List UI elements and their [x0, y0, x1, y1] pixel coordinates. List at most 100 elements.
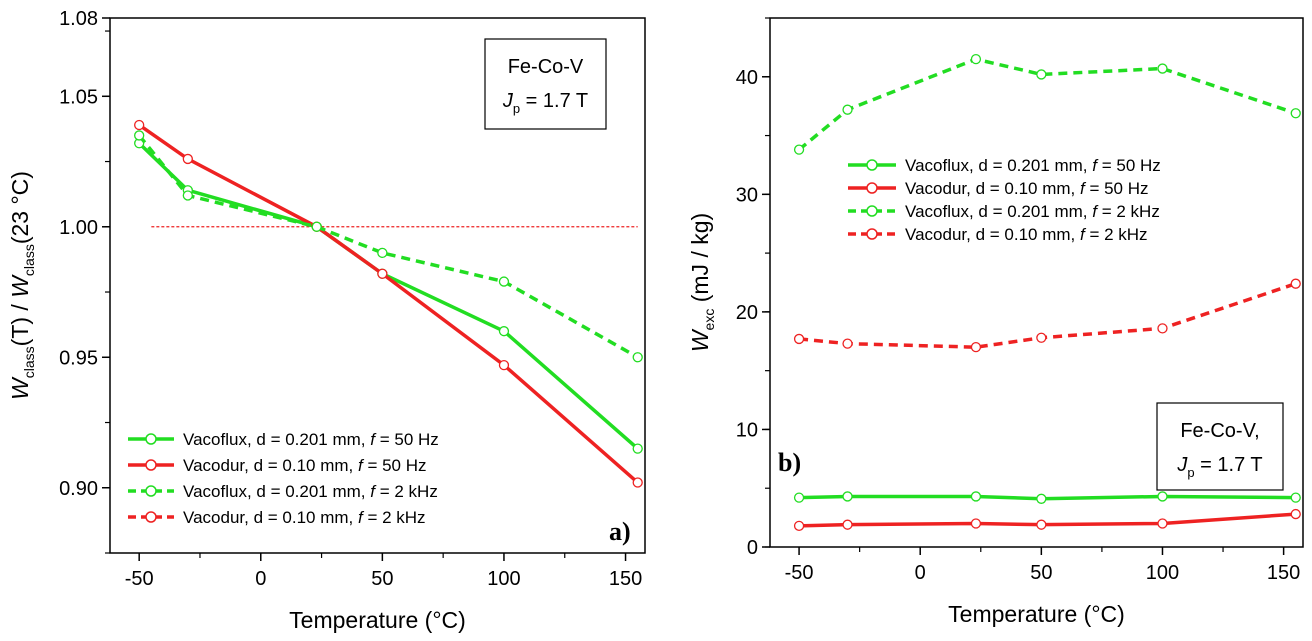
- data-point: [498, 359, 510, 371]
- annotation-line-2: Jp = 1.7 T: [502, 90, 588, 116]
- y-axis-title: Wclass(T) / Wclass(23 °C): [7, 171, 37, 400]
- legend-marker: [866, 182, 878, 194]
- x-tick-label: 150: [609, 568, 642, 590]
- legend-text-part: = 50 Hz: [363, 456, 427, 475]
- legend-text-part: = 2 kHz: [363, 508, 426, 527]
- legend-text-part: Vacoflux, d = 0.201 mm,: [905, 202, 1092, 221]
- series-line: [137, 134, 639, 359]
- series-4: [793, 278, 1301, 353]
- annotation-symbol: J: [1176, 454, 1188, 476]
- legend-label: Vacoflux, d = 0.201 mm, f = 50 Hz: [905, 156, 1161, 175]
- legend-marker: [145, 433, 157, 445]
- y-tick-label: 40: [736, 67, 758, 89]
- legend-text-part: Vacoflux, d = 0.201 mm,: [183, 482, 370, 501]
- data-point: [134, 119, 145, 131]
- data-point: [1036, 519, 1047, 530]
- y-tick-label: 1.00: [59, 217, 98, 239]
- legend-text-part: Vacodur, d = 0.10 mm,: [183, 456, 358, 475]
- legend-symbol: f: [1092, 202, 1099, 221]
- x-tick-label: 0: [915, 562, 926, 584]
- y-axis-title: Wexc (mJ / kg): [687, 213, 717, 352]
- y-tick-label: 20: [736, 302, 758, 324]
- series-line: [799, 494, 1296, 501]
- data-point: [970, 53, 982, 65]
- data-point: [793, 520, 805, 531]
- y-tick-label: 0.95: [59, 347, 98, 369]
- legend-marker: [145, 485, 157, 497]
- series-line: [138, 123, 639, 484]
- data-point: [632, 443, 643, 454]
- data-point: [377, 247, 388, 259]
- legend-symbol: f: [1080, 179, 1087, 198]
- legend-marker: [866, 228, 878, 240]
- data-point: [182, 153, 193, 165]
- x-tick-label: 100: [1146, 562, 1179, 584]
- legend-symbol: f: [1092, 156, 1099, 175]
- annotation-subscript: p: [513, 101, 520, 116]
- data-point: [1036, 69, 1047, 80]
- annotation-subscript: p: [1187, 465, 1194, 480]
- annotation-text: = 1.7 T: [520, 90, 588, 112]
- data-point: [842, 104, 853, 115]
- series-line: [797, 57, 1297, 152]
- annotation-box: [484, 38, 607, 130]
- annotation-box: [1156, 402, 1284, 491]
- x-tick-label: 0: [255, 568, 266, 590]
- data-point: [182, 190, 193, 201]
- x-tick-label: -50: [125, 568, 154, 590]
- data-point: [970, 491, 982, 502]
- legend-label: Vacodur, d = 0.10 mm, f = 2 kHz: [905, 225, 1148, 244]
- data-point: [1290, 508, 1301, 520]
- legend-symbol: f: [1080, 225, 1087, 244]
- legend-text-part: = 2 kHz: [375, 482, 438, 501]
- series-line: [137, 142, 639, 450]
- x-tick-label: 100: [487, 568, 520, 590]
- legend-text-part: = 2 kHz: [1085, 225, 1148, 244]
- x-tick-label: 50: [1030, 562, 1052, 584]
- legend-text-part: Vacodur, d = 0.10 mm,: [183, 508, 358, 527]
- annotation-line-1: Fe-Co-V,: [1180, 420, 1259, 442]
- series-1: [793, 491, 1301, 504]
- data-point: [1036, 332, 1047, 343]
- y-tick-label: 0: [747, 537, 758, 559]
- panel-a: -50 0 50 100 150 0.90 0.95 1.00 1.05 1.08 Temperat…: [7, 8, 646, 633]
- x-tick-label: 150: [1267, 562, 1300, 584]
- legend-label: Vacoflux, d = 0.201 mm, f = 50 Hz: [183, 430, 439, 449]
- annotation-symbol: J: [502, 90, 514, 112]
- x-tick-label: 50: [371, 568, 393, 590]
- y-title-symbol: W: [7, 274, 33, 298]
- y-tick-label: 1.05: [59, 86, 98, 108]
- series-1: [134, 138, 643, 454]
- plot-frame: [769, 17, 1304, 548]
- y-tick-label: 1.08: [59, 8, 98, 30]
- legend-text-part: Vacodur, d = 0.10 mm,: [905, 225, 1080, 244]
- y-title-subscript: class: [21, 346, 37, 378]
- series-line: [799, 512, 1296, 528]
- series-line: [798, 282, 1297, 349]
- panel-tag-label: a): [609, 517, 631, 546]
- y-title-subscript: class: [21, 244, 37, 276]
- annotation-text: = 1.7 T: [1195, 454, 1263, 476]
- x-axis-title: Temperature (°C): [289, 607, 466, 633]
- data-point: [1157, 518, 1168, 529]
- annotation-line-2: Jp = 1.7 T: [1176, 454, 1262, 480]
- y-title-text: (T) /: [7, 298, 33, 347]
- data-point: [311, 221, 322, 232]
- data-point: [793, 144, 805, 155]
- panel-b: -50 0 50 100 150 0 10 20 30 40 Temperature (°C) Wex…: [687, 17, 1304, 627]
- data-point: [970, 518, 982, 529]
- plot-frame: [109, 17, 646, 554]
- y-title-text: (mJ / kg): [687, 213, 713, 309]
- data-point: [632, 477, 643, 488]
- data-point: [1157, 491, 1168, 502]
- series-3: [134, 130, 643, 363]
- y-tick-label: 30: [736, 184, 758, 206]
- legend-symbol: f: [370, 482, 377, 501]
- legend-label: Vacodur, d = 0.10 mm, f = 2 kHz: [183, 508, 426, 527]
- legend-label: Vacodur, d = 0.10 mm, f = 50 Hz: [905, 179, 1149, 198]
- legend-text-part: Vacoflux, d = 0.201 mm,: [183, 430, 370, 449]
- data-point: [793, 333, 805, 345]
- y-title-subscript: exc: [701, 309, 717, 331]
